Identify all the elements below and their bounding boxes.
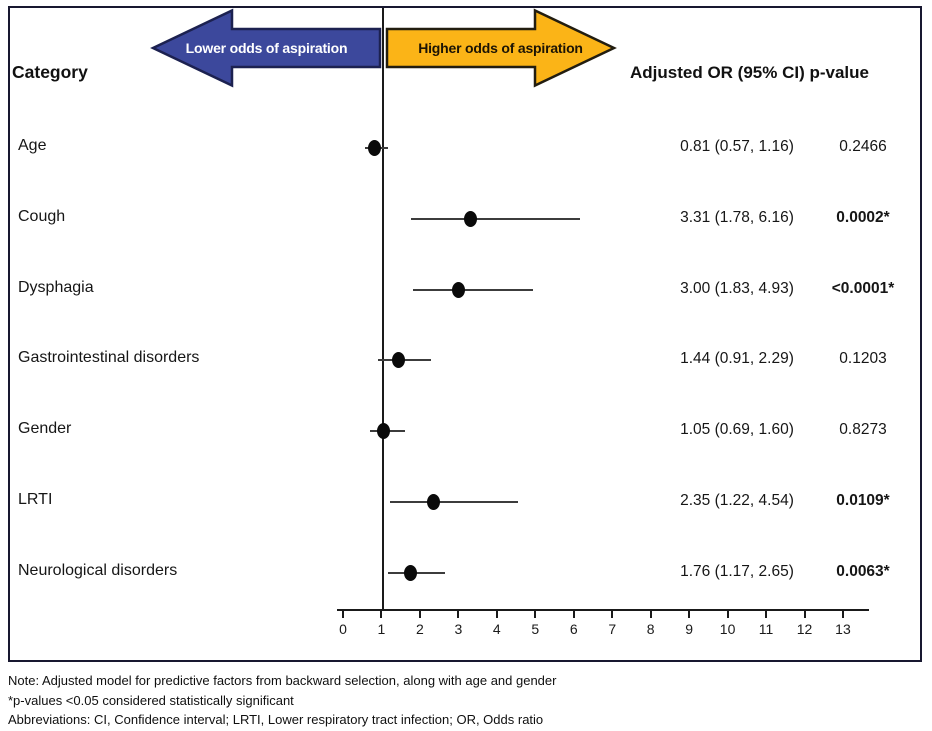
- x-axis-tick-label: 1: [377, 621, 386, 637]
- row-category-label: Age: [18, 137, 47, 154]
- x-axis-tick: [611, 609, 614, 618]
- x-axis-tick-label: 13: [835, 621, 851, 637]
- row-category-label: Cough: [18, 207, 66, 225]
- p-value: 0.0002*: [836, 208, 890, 226]
- higher-odds-arrow-shape: [385, 8, 617, 88]
- row-category-label: Dysphagia: [18, 278, 94, 296]
- x-axis-tick: [534, 609, 537, 618]
- x-axis-tick-label: 5: [531, 621, 540, 637]
- x-axis-tick: [572, 609, 575, 618]
- odds-ratio-point: [376, 423, 390, 440]
- x-axis-tick-label: 10: [719, 621, 736, 637]
- p-value: <0.0001*: [831, 279, 895, 297]
- x-axis-tick: [495, 609, 498, 618]
- or-ci-value: 2.35 (1.22, 4.54): [680, 492, 794, 510]
- p-value: 0.8273: [839, 421, 887, 439]
- or-ci-value: 3.00 (1.83, 4.93): [680, 279, 794, 297]
- x-axis-tick: [342, 609, 344, 618]
- confidence-interval-line: [413, 288, 533, 291]
- higher-odds-arrow-label: Higher odds of aspiration: [418, 40, 583, 56]
- p-value: 0.2466: [839, 138, 887, 155]
- lower-odds-arrow-shape: [150, 8, 382, 88]
- x-axis-tick-label: 4: [492, 621, 501, 637]
- odds-ratio-point: [463, 210, 477, 227]
- x-axis-tick: [765, 609, 768, 618]
- confidence-interval-line: [411, 217, 580, 220]
- higher-odds-arrow-icon: [385, 8, 617, 88]
- or-ci-value: 1.76 (1.17, 2.65): [680, 562, 794, 580]
- x-axis-tick: [841, 609, 844, 618]
- x-axis-tick-label: 8: [646, 621, 655, 637]
- x-axis-tick: [803, 609, 806, 618]
- x-axis-tick: [649, 609, 652, 618]
- x-axis-tick: [418, 609, 421, 618]
- row-category-label: Gastrointestinal disorders: [18, 349, 200, 367]
- x-axis-tick: [726, 609, 729, 618]
- reference-line-or-1: [382, 8, 384, 610]
- p-value: 0.0109*: [836, 492, 890, 510]
- x-axis-tick-label: 2: [416, 621, 424, 637]
- x-axis-tick-label: 12: [796, 621, 813, 637]
- x-axis-tick-label: 11: [758, 621, 774, 637]
- odds-ratio-point: [404, 564, 418, 581]
- category-column-header: Category: [12, 62, 88, 82]
- row-category-label: Gender: [18, 420, 72, 438]
- x-axis-tick: [688, 609, 691, 618]
- p-value: 0.0063*: [836, 562, 890, 580]
- x-axis-tick-label: 7: [608, 621, 617, 637]
- x-axis-tick: [380, 609, 383, 618]
- row-category-label: LRTI: [18, 491, 53, 509]
- lower-odds-arrow-icon: [150, 8, 382, 88]
- odds-ratio-point: [391, 352, 405, 369]
- odds-ratio-point: [426, 494, 440, 511]
- footnote-significance: *p-values <0.05 considered statistically…: [8, 692, 294, 708]
- or-ci-value: 0.81 (0.57, 1.16): [680, 138, 794, 155]
- x-axis-line: [337, 609, 869, 611]
- lower-odds-arrow-label: Lower odds of aspiration: [185, 40, 348, 56]
- figure-border-box: [8, 6, 922, 662]
- or-ci-value: 3.31 (1.78, 6.16): [680, 208, 794, 226]
- x-axis-tick-label: 0: [339, 621, 347, 637]
- or-ci-value: 1.05 (0.69, 1.60): [680, 421, 794, 439]
- x-axis-tick-label: 9: [685, 621, 694, 637]
- footnotes: Note: Adjusted model for predictive fact…: [8, 671, 556, 730]
- or-ci-value: 1.44 (0.91, 2.29): [680, 350, 794, 368]
- footnote-abbreviations: Abbreviations: CI, Confidence interval; …: [8, 712, 544, 727]
- row-category-label: Neurological disorders: [18, 561, 178, 579]
- or-pvalue-column-header: Adjusted OR (95% CI) p-value: [630, 63, 869, 82]
- p-value: 0.1203: [839, 350, 887, 368]
- footnote-note: Note: Adjusted model for predictive fact…: [8, 673, 557, 688]
- x-axis-tick: [457, 609, 460, 618]
- x-axis-tick-label: 3: [454, 621, 463, 637]
- odds-ratio-point: [451, 281, 465, 298]
- confidence-interval-line: [389, 501, 518, 504]
- x-axis-tick-label: 6: [569, 621, 578, 637]
- odds-ratio-point: [367, 140, 381, 156]
